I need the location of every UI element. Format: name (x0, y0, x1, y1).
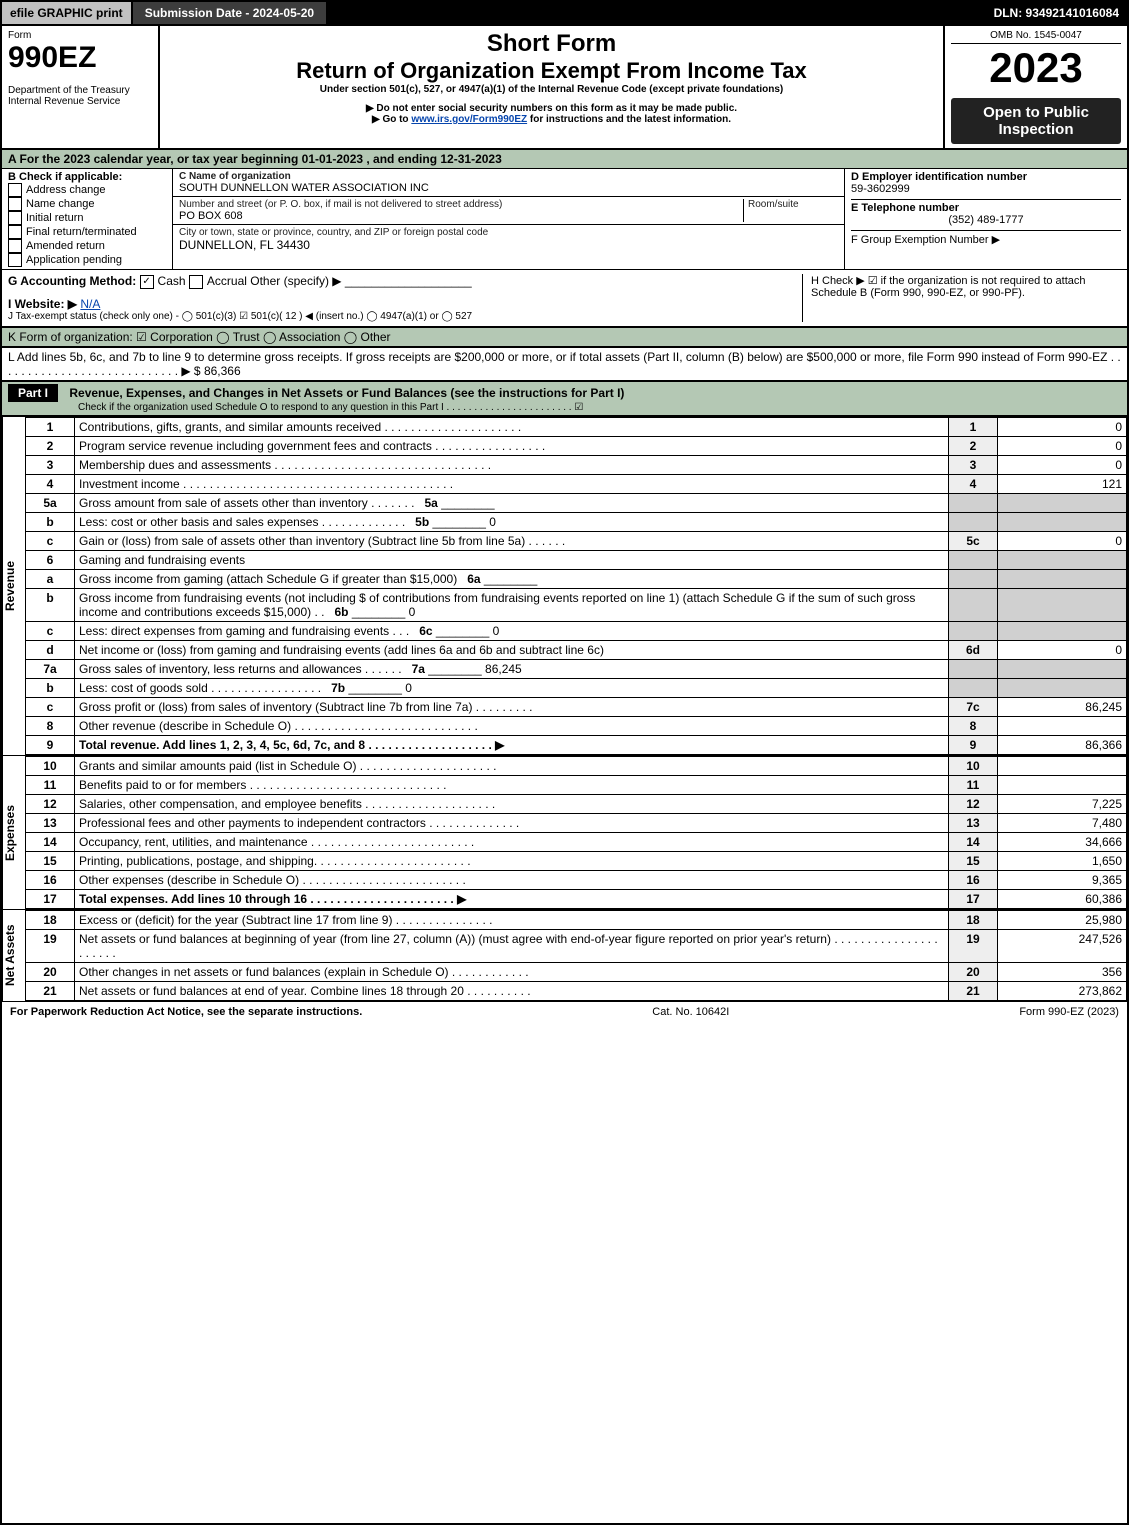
net-assets-table: 18Excess or (deficit) for the year (Subt… (25, 910, 1127, 1001)
section-g-label: G Accounting Method: (8, 274, 136, 288)
org-city: DUNNELLON, FL 34430 (179, 238, 838, 252)
section-j: J Tax-exempt status (check only one) - ◯… (8, 311, 802, 322)
check-application-pending[interactable]: Application pending (8, 253, 166, 267)
check-address-change[interactable]: Address change (8, 183, 166, 197)
dept-label: Department of the Treasury (8, 85, 152, 96)
section-c-label: C Name of organization (179, 171, 838, 182)
addr-label: Number and street (or P. O. box, if mail… (179, 199, 743, 210)
dln-label: DLN: 93492141016084 (986, 2, 1127, 24)
efile-print-label: efile GRAPHIC print (2, 2, 133, 24)
omb-number: OMB No. 1545-0047 (951, 30, 1121, 44)
org-name: SOUTH DUNNELLON WATER ASSOCIATION INC (179, 182, 838, 194)
page-footer: For Paperwork Reduction Act Notice, see … (2, 1001, 1127, 1022)
section-f-label: F Group Exemption Number ▶ (851, 230, 1121, 246)
notice-goto: ▶ Go to www.irs.gov/Form990EZ for instru… (168, 114, 935, 125)
section-e-label: E Telephone number (851, 199, 1121, 214)
check-final-return[interactable]: Final return/terminated (8, 225, 166, 239)
section-l: L Add lines 5b, 6c, and 7b to line 9 to … (2, 347, 1127, 381)
city-label: City or town, state or province, country… (179, 227, 838, 238)
expenses-section: Expenses 10Grants and similar amounts pa… (2, 755, 1127, 909)
title-return: Return of Organization Exempt From Incom… (168, 58, 935, 84)
expenses-table: 10Grants and similar amounts paid (list … (25, 756, 1127, 909)
telephone: (352) 489-1777 (851, 214, 1121, 226)
form-header: Form 990EZ Department of the Treasury In… (2, 26, 1127, 150)
top-bar: efile GRAPHIC print Submission Date - 20… (2, 2, 1127, 26)
irs-link[interactable]: www.irs.gov/Form990EZ (411, 114, 527, 125)
check-accrual[interactable] (189, 275, 203, 289)
page-root: efile GRAPHIC print Submission Date - 20… (0, 0, 1129, 1525)
room-label: Room/suite (748, 199, 838, 210)
section-b-label: B Check if applicable: (8, 171, 166, 183)
net-assets-section: Net Assets 18Excess or (deficit) for the… (2, 909, 1127, 1001)
form-word: Form (8, 30, 152, 41)
part-i-header: Part I Revenue, Expenses, and Changes in… (2, 381, 1127, 416)
title-short-form: Short Form (168, 30, 935, 58)
section-b-through-f: B Check if applicable: Address change Na… (2, 169, 1127, 270)
net-assets-side-label: Net Assets (2, 910, 25, 1001)
check-cash[interactable]: ✓ (140, 275, 154, 289)
revenue-table: 1Contributions, gifts, grants, and simil… (25, 417, 1127, 755)
check-amended-return[interactable]: Amended return (8, 239, 166, 253)
footer-catno: Cat. No. 10642I (652, 1006, 729, 1018)
part-i-label: Part I (8, 384, 58, 402)
expenses-side-label: Expenses (2, 756, 25, 909)
section-i-label: I Website: ▶ (8, 297, 77, 311)
check-initial-return[interactable]: Initial return (8, 211, 166, 225)
submission-date: Submission Date - 2024-05-20 (133, 2, 328, 24)
revenue-side-label: Revenue (2, 417, 25, 755)
footer-formref: Form 990-EZ (2023) (1019, 1006, 1119, 1018)
subtitle-section: Under section 501(c), 527, or 4947(a)(1)… (168, 84, 935, 95)
irs-label: Internal Revenue Service (8, 96, 152, 107)
section-k: K Form of organization: ☑ Corporation ◯ … (2, 327, 1127, 347)
part-i-title: Revenue, Expenses, and Changes in Net As… (69, 386, 624, 400)
section-h: H Check ▶ ☑ if the organization is not r… (802, 274, 1121, 322)
website-value: N/A (80, 297, 100, 311)
ein: 59-3602999 (851, 183, 1121, 195)
section-g-h: G Accounting Method: ✓Cash Accrual Other… (2, 270, 1127, 327)
line-a: A For the 2023 calendar year, or tax yea… (2, 150, 1127, 169)
revenue-section: Revenue 1Contributions, gifts, grants, a… (2, 416, 1127, 755)
part-i-sub: Check if the organization used Schedule … (8, 402, 1121, 413)
form-number: 990EZ (8, 41, 152, 75)
footer-notice: For Paperwork Reduction Act Notice, see … (10, 1006, 362, 1018)
notice-ssn: ▶ Do not enter social security numbers o… (168, 103, 935, 114)
tax-year: 2023 (951, 44, 1121, 92)
org-address: PO BOX 608 (179, 210, 743, 222)
open-inspection-badge: Open to Public Inspection (951, 98, 1121, 144)
check-name-change[interactable]: Name change (8, 197, 166, 211)
section-d-label: D Employer identification number (851, 171, 1121, 183)
